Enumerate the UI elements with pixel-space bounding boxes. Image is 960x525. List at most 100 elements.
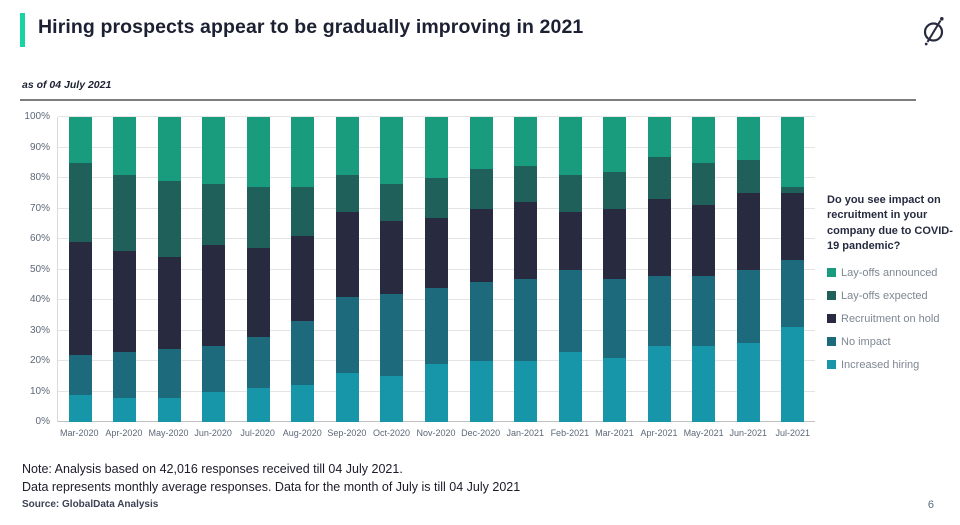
bar-segment [558, 211, 582, 270]
bar-segment [736, 193, 760, 270]
stacked-bar-jun-2021 [736, 117, 760, 422]
legend-question: Do you see impact on recruitment in your… [827, 194, 953, 253]
bar-segment [558, 117, 582, 175]
bar-slot [147, 117, 192, 422]
source-text: Source: GlobalData Analysis [22, 499, 159, 510]
bar-segment [603, 208, 627, 279]
legend-item: Increased hiring [827, 359, 955, 371]
bar-segment [246, 187, 270, 249]
bar-segment [647, 275, 671, 346]
bar-segment [692, 275, 716, 346]
globaldata-logo-icon [920, 15, 948, 52]
bar-segment [558, 174, 582, 212]
bar-segment [68, 117, 92, 163]
stacked-bar-aug-2020 [291, 117, 315, 422]
bar-segment [514, 278, 538, 361]
bar-segment [335, 117, 359, 175]
legend-label: Lay-offs announced [841, 266, 938, 279]
x-tick-label: Jun-2021 [729, 428, 767, 438]
x-tick-label: Sep-2020 [327, 428, 367, 438]
x-axis: Mar-2020 Apr-2020 May-2020 Jun-2020 Jul-2020… [57, 428, 815, 438]
bar-segment [380, 376, 404, 422]
x-tick-label: Jul-2020 [240, 428, 275, 438]
x-tick-label: Oct-2020 [372, 428, 410, 438]
y-tick-label: 50% [29, 263, 50, 275]
bar-segment [291, 321, 315, 386]
bar-slot [58, 117, 103, 422]
x-tick-label: Apr-2020 [105, 428, 143, 438]
x-tick-label: Mar-2020 [60, 428, 99, 438]
bar-segment [425, 117, 449, 179]
bar-segment [781, 193, 805, 261]
bar-segment [692, 117, 716, 163]
bar-segment [647, 117, 671, 157]
bar-segment [514, 361, 538, 422]
bar-segment [647, 345, 671, 422]
y-tick-label: 30% [29, 324, 50, 336]
bar-segment [425, 217, 449, 288]
bar-segment [380, 293, 404, 377]
stacked-bar-feb-2021 [558, 117, 582, 422]
bar-segment [68, 354, 92, 395]
x-tick-label: Mar-2021 [595, 428, 634, 438]
y-tick-label: 10% [29, 385, 50, 397]
legend-swatch [827, 268, 836, 278]
bar-segment [469, 168, 493, 209]
bar-segment [335, 211, 359, 297]
bar-slot [236, 117, 281, 422]
y-tick-label: 100% [24, 111, 50, 122]
x-tick-label: Jul-2021 [775, 428, 811, 438]
legend-item: Recruitment on hold [827, 313, 955, 325]
bar-slot [459, 117, 504, 422]
bar-segment [558, 351, 582, 422]
bar-segment [68, 162, 92, 243]
legend-label: Lay-offs expected [841, 289, 928, 302]
legend-item: No impact [827, 336, 955, 348]
gridline [58, 116, 815, 117]
x-tick-label: Jun-2020 [194, 428, 232, 438]
bar-slot [103, 117, 148, 422]
stacked-bar-jul-2020 [246, 117, 270, 422]
y-tick-label: 20% [29, 355, 50, 366]
bar-segment [246, 117, 270, 188]
legend-swatch [827, 291, 836, 301]
bar-segment [736, 117, 760, 160]
bar-segment [425, 364, 449, 422]
bar-segment [202, 245, 226, 346]
bar-segment [736, 269, 760, 343]
x-tick-label: Dec-2020 [461, 428, 501, 438]
x-tick-label: Nov-2020 [416, 428, 456, 438]
bar-segment [291, 117, 315, 188]
bar-segment [469, 281, 493, 361]
bar-segment [157, 117, 181, 182]
bar-slot [637, 117, 682, 422]
y-axis: 0% 10% 20% 30% 40% 50% 60% 70% 80% 90% 100% [0, 111, 50, 427]
bar-slot [726, 117, 771, 422]
bar-segment [647, 156, 671, 200]
bar-slot [681, 117, 726, 422]
bar-segment [781, 327, 805, 422]
stacked-bar-apr-2020 [113, 117, 137, 422]
stacked-bar-may-2020 [157, 117, 181, 422]
x-tick-label: Aug-2020 [282, 428, 322, 438]
legend-swatch [827, 337, 836, 347]
bar-segment [603, 357, 627, 422]
page-title: Hiring prospects appear to be gradually … [38, 16, 584, 38]
bar-segment [246, 336, 270, 389]
legend-label: No impact [841, 335, 891, 348]
bar-segment [514, 202, 538, 279]
bar-segment [335, 174, 359, 212]
legend-item: Lay-offs expected [827, 290, 955, 302]
bar-segment [380, 220, 404, 294]
note-line-2: Data represents monthly average response… [22, 480, 521, 494]
bar-segment [291, 187, 315, 236]
bar-segment [113, 174, 137, 252]
bar-segment [736, 159, 760, 194]
stacked-bar-dec-2020 [469, 117, 493, 422]
bar-segment [202, 345, 226, 392]
bar-slot [771, 117, 816, 422]
bar-slot [503, 117, 548, 422]
bar-segment [113, 397, 137, 422]
stacked-bar-apr-2021 [647, 117, 671, 422]
